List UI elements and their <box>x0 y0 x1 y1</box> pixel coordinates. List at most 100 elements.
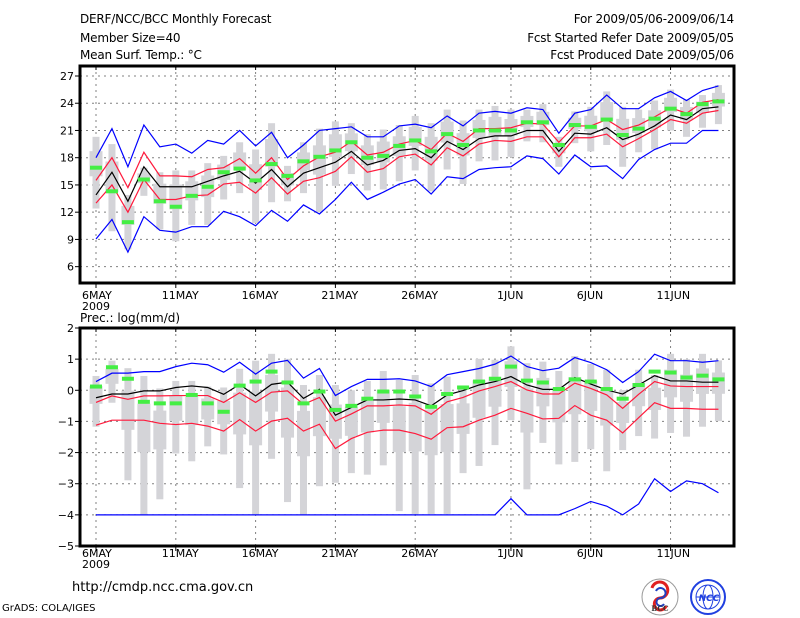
green-marker <box>600 117 613 122</box>
green-marker <box>648 116 661 121</box>
series-line-upper <box>95 99 719 190</box>
green-marker <box>473 379 486 384</box>
green-marker <box>425 149 438 154</box>
spread-box <box>121 205 135 225</box>
green-marker <box>409 138 422 143</box>
green-marker <box>696 102 709 107</box>
green-marker <box>233 166 246 171</box>
green-marker <box>105 365 118 370</box>
x-tick-year-label: 2009 <box>82 300 110 313</box>
spread-box <box>488 376 502 407</box>
x-tick-year-label: 2009 <box>82 558 110 571</box>
green-marker <box>249 178 262 183</box>
spread-box <box>249 391 263 446</box>
spread-box <box>265 374 279 412</box>
green-marker <box>185 392 198 397</box>
green-marker <box>121 376 134 381</box>
y-tick-label: −4 <box>58 509 74 522</box>
green-marker <box>616 133 629 138</box>
spread-box <box>89 151 103 177</box>
green-marker <box>281 380 294 385</box>
green-marker <box>457 385 470 390</box>
series-line-min <box>95 129 719 254</box>
series-line-lower <box>95 109 719 214</box>
series-line-max <box>95 85 719 169</box>
spread-box <box>600 102 614 121</box>
green-marker <box>616 396 629 401</box>
green-marker <box>201 184 214 189</box>
green-marker <box>552 142 565 147</box>
green-marker <box>632 126 645 131</box>
spread-box <box>536 377 550 407</box>
x-tick-label: 6MAY <box>82 547 112 560</box>
y-tick-label: −2 <box>58 447 74 460</box>
x-tick-label: 26MAY <box>401 289 438 302</box>
spread-box <box>121 390 135 430</box>
green-marker <box>345 140 358 145</box>
green-marker <box>584 124 597 129</box>
spread-box <box>568 377 582 415</box>
website-url[interactable]: http://cmdp.ncc.cma.gov.cn <box>72 580 254 595</box>
x-tick-label: 11MAY <box>162 289 199 302</box>
green-marker <box>489 128 501 133</box>
y-tick-label: 12 <box>60 206 74 219</box>
spread-box <box>695 101 709 114</box>
forecast-period: For 2009/05/06-2009/06/14 <box>573 12 734 26</box>
green-marker <box>409 394 422 399</box>
green-marker <box>680 112 693 117</box>
spread-box <box>185 397 199 426</box>
green-marker <box>313 154 326 159</box>
green-marker <box>712 377 725 382</box>
y-tick-label: 24 <box>60 97 74 110</box>
series-line-upper <box>95 380 719 422</box>
y-tick-label: 0 <box>67 384 74 397</box>
spread-box <box>105 161 119 193</box>
green-marker <box>297 159 310 164</box>
y-tick-label: 6 <box>67 261 74 274</box>
green-marker <box>137 177 150 182</box>
green-marker <box>105 189 118 194</box>
green-marker <box>441 132 454 137</box>
spread-box <box>408 402 422 452</box>
refer-date: Fcst Started Refer Date 2009/05/05 <box>527 31 734 45</box>
precip-panel-label: Prec.: log(mm/d) <box>80 311 181 325</box>
green-marker <box>169 204 182 209</box>
green-marker <box>520 120 533 125</box>
spread-box <box>616 401 630 424</box>
green-marker <box>457 142 470 147</box>
spread-box <box>600 390 614 426</box>
green-marker <box>441 392 454 397</box>
figure-title: DERF/NCC/BCC Monthly Forecast <box>80 12 272 26</box>
y-tick-label: 21 <box>60 124 74 137</box>
spread-box <box>233 152 247 171</box>
x-tick-label: 21MAY <box>321 289 358 302</box>
spread-box <box>105 369 119 384</box>
green-marker <box>297 401 310 406</box>
green-marker <box>632 382 645 387</box>
spread-box <box>664 369 678 398</box>
green-marker <box>648 369 661 374</box>
y-tick-label: 9 <box>67 233 74 246</box>
series-line-max <box>95 353 719 397</box>
green-marker <box>425 404 438 409</box>
spread-box <box>233 392 247 435</box>
green-marker <box>329 407 342 412</box>
spread-box <box>695 368 709 394</box>
green-marker <box>153 199 166 204</box>
spread-box <box>153 410 167 450</box>
green-marker <box>568 377 581 382</box>
green-marker <box>393 389 406 394</box>
green-marker <box>217 170 230 175</box>
spread-box <box>584 381 598 411</box>
y-tick-label: −3 <box>58 478 74 491</box>
spread-box <box>89 386 103 404</box>
x-tick-label: 1JUN <box>497 547 524 560</box>
spread-box <box>456 403 470 434</box>
green-marker <box>153 401 166 406</box>
green-marker <box>329 148 342 153</box>
x-tick-label: 11JUN <box>657 547 691 560</box>
spread-box <box>169 395 183 421</box>
